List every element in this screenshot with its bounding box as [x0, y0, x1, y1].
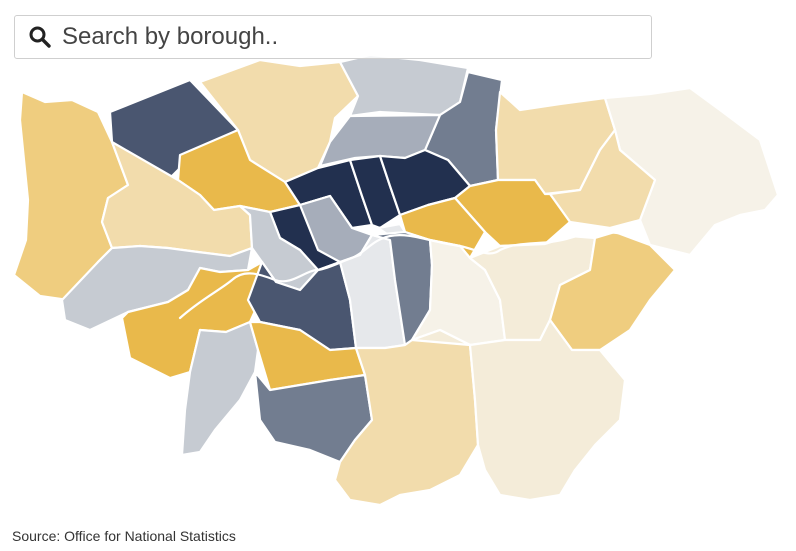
borough-kingston[interactable]: [180, 320, 260, 457]
search-input[interactable]: [62, 23, 622, 51]
borough-bexley[interactable]: [548, 230, 677, 352]
river-thames: [178, 230, 642, 320]
source-note: Source: Office for National Statistics: [12, 528, 236, 544]
borough-barking-dagenham[interactable]: [548, 128, 657, 230]
borough-enfield[interactable]: [338, 53, 470, 118]
search-icon: [29, 26, 51, 48]
search-bar[interactable]: [14, 15, 652, 59]
borough-bromley[interactable]: [410, 318, 627, 502]
